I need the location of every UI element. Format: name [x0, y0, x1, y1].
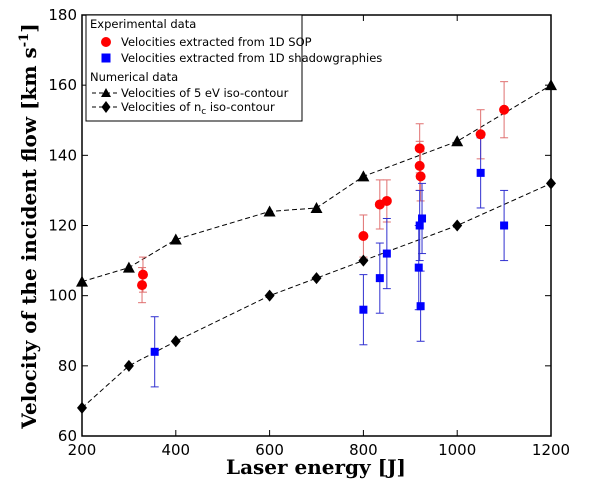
legend-box [85, 14, 303, 122]
y-axis-label-main: Velocity of the incident flow [km s [17, 47, 41, 429]
legend-label-nc-post: iso-contour [206, 100, 275, 114]
x-tick-label: 1200 [532, 441, 570, 459]
series-line-2 [81, 84, 552, 283]
legend: Experimental data Velocities extracted f… [85, 14, 382, 122]
data-point-nc [358, 254, 369, 267]
y-tick-label: 140 [48, 146, 77, 164]
data-point-5ev [451, 135, 464, 147]
data-point-sop [414, 143, 425, 154]
y-tick-label: 160 [48, 76, 77, 94]
data-point-sop [358, 231, 369, 242]
data-point-5ev [169, 233, 182, 245]
y-tick-label: 60 [58, 427, 77, 445]
data-point-nc [170, 335, 181, 348]
legend-label-shadowgraphy: Velocities extracted from 1D shadowgraph… [121, 51, 382, 65]
y-tick-label: 80 [58, 357, 77, 375]
data-point-shadowgraphy [375, 274, 384, 283]
x-tick-label: 200 [68, 441, 97, 459]
data-point-shadowgraphy [414, 263, 423, 272]
x-tick-label: 1000 [438, 441, 476, 459]
x-tick-label: 600 [255, 441, 284, 459]
legend-marker-sop [101, 37, 111, 47]
data-point-shadowgraphy [150, 347, 159, 356]
data-point-nc [77, 401, 87, 414]
data-point-sop [475, 129, 486, 140]
data-point-shadowgraphy [476, 168, 485, 177]
x-tick-label: 800 [349, 441, 378, 459]
legend-marker-5ev [101, 88, 111, 97]
data-point-sop [381, 195, 392, 206]
data-point-shadowgraphy [415, 221, 424, 230]
y-axis-label: Velocity of the incident flow [km s-1] [17, 23, 41, 429]
data-point-5ev [263, 205, 276, 217]
data-point-5ev [122, 261, 135, 273]
data-point-shadowgraphy [382, 249, 391, 258]
legend-label-sop: Velocities extracted from 1D SOP [121, 35, 312, 49]
legend-title-numerical: Numerical data [90, 70, 178, 84]
y-tick-label: 100 [48, 287, 77, 305]
legend-label-nc-pre: Velocities of n [121, 100, 201, 114]
y-axis-label-close: ] [17, 23, 41, 32]
data-point-shadowgraphy [359, 305, 368, 314]
data-point-5ev [545, 79, 557, 91]
data-point-5ev [357, 170, 370, 182]
series-lines [81, 84, 552, 409]
data-point-nc [452, 219, 463, 232]
legend-label-5ev: Velocities of 5 eV iso-contour [121, 86, 289, 100]
data-point-nc [123, 359, 134, 372]
data-point-sop [414, 160, 425, 171]
data-point-5ev [310, 201, 323, 213]
ticks: 200 400 600 800 1000 1200 60 80 100 120 140 160 180 [48, 6, 570, 459]
y-tick-label: 120 [48, 217, 77, 235]
data-point-sop [415, 171, 426, 182]
data-point-nc [311, 272, 322, 285]
data-point-sop [137, 269, 148, 280]
data-point-nc [264, 289, 275, 302]
y-tick-label: 180 [48, 6, 77, 24]
data-point-shadowgraphy [416, 302, 425, 311]
markers [76, 79, 557, 414]
legend-marker-shadowgraphy [101, 53, 111, 63]
legend-label-nc-sub: c [201, 107, 206, 117]
series-line-3 [81, 182, 552, 409]
x-axis-label: Laser energy [J] [226, 455, 406, 479]
data-point-sop [499, 104, 510, 115]
legend-label-nc: Velocities of nc iso-contour [121, 100, 275, 117]
data-point-shadowgraphy [418, 214, 427, 223]
legend-title-experimental: Experimental data [90, 17, 196, 31]
y-axis-label-exponent: -1 [17, 33, 32, 47]
legend-marker-nc [101, 101, 111, 113]
data-point-nc [546, 177, 556, 190]
data-point-shadowgraphy [500, 221, 509, 230]
data-point-sop [137, 280, 148, 291]
data-point-5ev [76, 275, 88, 287]
x-tick-label: 400 [161, 441, 190, 459]
